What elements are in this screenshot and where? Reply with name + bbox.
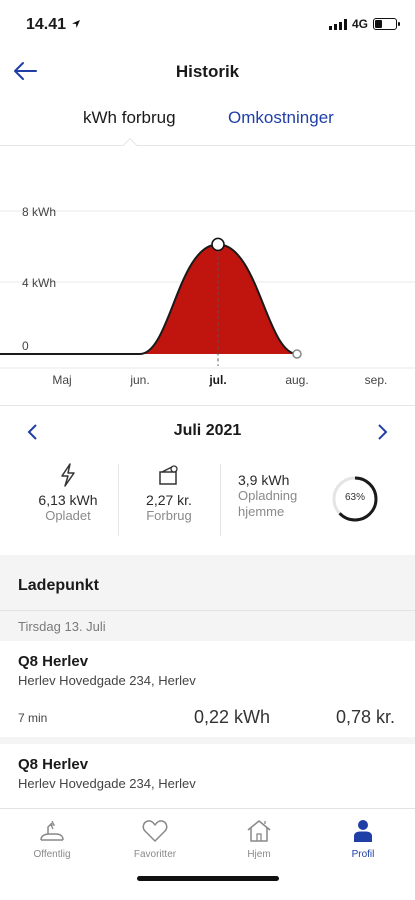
public-charger-icon <box>40 820 64 841</box>
charged-value: 6,13 kWh <box>38 492 98 508</box>
charged-label: Opladet <box>45 508 91 523</box>
x-tick-label: Maj <box>52 373 71 387</box>
y-tick-label: 4 kWh <box>22 276 56 290</box>
usage-label: Forbrug <box>146 508 192 523</box>
heart-icon <box>142 820 168 842</box>
home-charger-icon <box>247 820 271 842</box>
page-title: Historik <box>175 62 240 81</box>
chevron-left-icon <box>27 424 37 440</box>
usage-value: 2,27 kr. <box>146 492 192 508</box>
data-point[interactable] <box>292 349 302 359</box>
y-tick-label: 8 kWh <box>22 205 56 219</box>
tab-divider <box>0 145 415 146</box>
tab-favorites[interactable]: Favoritter <box>110 817 200 860</box>
list-item[interactable]: Q8 Herlev Herlev Hovedgade 234, Herlev <box>0 744 415 808</box>
selected-data-point[interactable] <box>211 237 225 252</box>
usage-chart[interactable]: 8 kWh 4 kWh 0 Maj jun. jul. aug. sep. <box>0 150 415 400</box>
stat-separator <box>118 464 119 536</box>
list-item[interactable]: Q8 Herlev Herlev Hovedgade 234, Herlev 7… <box>0 641 415 737</box>
tab-label: Profil <box>351 849 375 860</box>
stat-usage: 2,27 kr. Forbrug <box>120 462 218 523</box>
tab-home[interactable]: Hjem <box>214 817 304 860</box>
session-duration: 7 min <box>18 711 48 725</box>
stat-charged: 6,13 kWh Opladet <box>20 462 116 523</box>
tab-label: Offentlig <box>33 849 71 860</box>
x-tick-label: sep. <box>365 373 388 387</box>
person-icon <box>354 820 372 842</box>
back-arrow-icon <box>14 62 37 80</box>
home-percent-label: 63% <box>344 492 365 503</box>
station-name: Q8 Herlev <box>18 653 89 670</box>
y-tick-label: 0 <box>22 339 29 353</box>
month-label: Juli 2021 <box>173 422 242 439</box>
previous-month-button[interactable] <box>18 418 46 446</box>
station-address: Herlev Hovedgade 234, Herlev <box>18 673 196 688</box>
home-charging-label: Opladning hjemme <box>238 488 298 519</box>
location-arrow-icon <box>71 20 80 28</box>
date-label: Tirsdag 13. Juli <box>18 619 106 634</box>
lightning-icon <box>61 463 75 487</box>
status-time: 14.41 <box>26 16 81 34</box>
tab-public[interactable]: Offentlig <box>7 817 97 860</box>
tab-label: Hjem <box>247 849 271 860</box>
signal-icon <box>328 18 347 30</box>
x-tick-label-selected: jul. <box>208 373 226 387</box>
tab-costs[interactable]: Omkostninger <box>228 108 334 127</box>
x-tick-label: jun. <box>129 373 149 387</box>
battery-icon <box>373 18 400 30</box>
back-button[interactable] <box>10 56 40 86</box>
section-divider <box>0 610 415 611</box>
stat-home-charging: 3,9 kWh Opladning hjemme <box>238 472 318 520</box>
session-cost: 0,78 kr. <box>335 707 395 727</box>
home-indicator <box>137 876 279 881</box>
tab-profile[interactable]: Profil <box>318 817 408 860</box>
x-tick-label: aug. <box>285 373 308 387</box>
home-percent-gauge: 63% <box>330 474 380 524</box>
wallet-icon <box>159 465 178 485</box>
charge-point-section: Ladepunkt Tirsdag 13. Juli <box>0 555 415 641</box>
chart-divider <box>0 405 415 406</box>
next-month-button[interactable] <box>369 418 397 446</box>
home-charging-value: 3,9 kWh <box>238 472 290 488</box>
station-address: Herlev Hovedgade 234, Herlev <box>18 776 196 791</box>
list-separator <box>0 737 415 744</box>
section-title: Ladepunkt <box>18 577 99 594</box>
bottom-tab-bar: Offentlig Favoritter Hjem Profil <box>0 808 415 900</box>
status-bar: 14.41 4G <box>0 0 415 48</box>
monthly-stats: 6,13 kWh Opladet 2,27 kr. Forbrug 3,9 kW… <box>0 458 415 552</box>
month-navigation: Juli 2021 <box>0 410 415 454</box>
tab-label: Favoritter <box>133 849 177 860</box>
chevron-right-icon <box>378 424 388 440</box>
network-label: 4G <box>351 17 368 31</box>
station-name: Q8 Herlev <box>18 756 89 773</box>
tab-bar-top: kWh forbrug Omkostninger <box>0 104 415 144</box>
session-kwh: 0,22 kWh <box>193 707 270 727</box>
tab-kwh-usage[interactable]: kWh forbrug <box>83 108 176 127</box>
stat-separator <box>220 464 221 536</box>
